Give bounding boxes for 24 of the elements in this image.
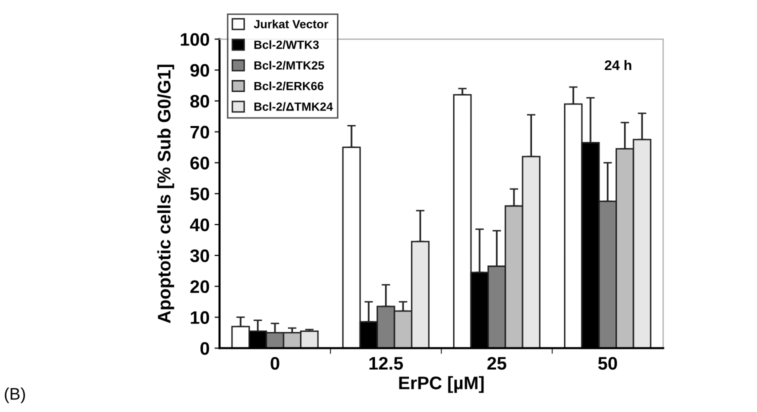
y-tick-label: 40 <box>190 218 210 232</box>
y-tick-label: 90 <box>190 64 210 77</box>
y-axis-title: Apoptotic cells [% Sub G0/G1] <box>157 64 174 324</box>
y-tick-label: 80 <box>190 94 210 108</box>
legend-label: Bcl-2/MTK25 <box>254 60 324 70</box>
y-tick-label: 100 <box>180 33 210 46</box>
y-tick-label: 30 <box>190 249 210 262</box>
y-tick-label: 60 <box>190 156 210 170</box>
x-axis-title: ErPC [µM] <box>399 376 484 393</box>
x-tick-label: 0 <box>270 356 280 370</box>
x-tick-label: 50 <box>598 356 617 370</box>
x-tick-label: 12.5 <box>369 356 403 370</box>
legend-label: Bcl-2/ERK66 <box>254 82 324 90</box>
y-tick-label: 10 <box>190 311 210 324</box>
y-tick-label: 0 <box>200 342 210 355</box>
y-tick-label: 50 <box>190 188 210 200</box>
legend-label: Jurkat Vector <box>254 20 328 28</box>
legend-label: Bcl-2/ΔTMK24 <box>254 102 333 111</box>
x-tick-label: 25 <box>487 356 506 370</box>
legend-label: Bcl-2/WTK3 <box>254 40 319 50</box>
y-tick-label: 20 <box>190 280 210 294</box>
annotation: 24 h <box>604 60 632 70</box>
y-tick-label: 70 <box>190 126 210 139</box>
text: (B) <box>4 388 25 404</box>
